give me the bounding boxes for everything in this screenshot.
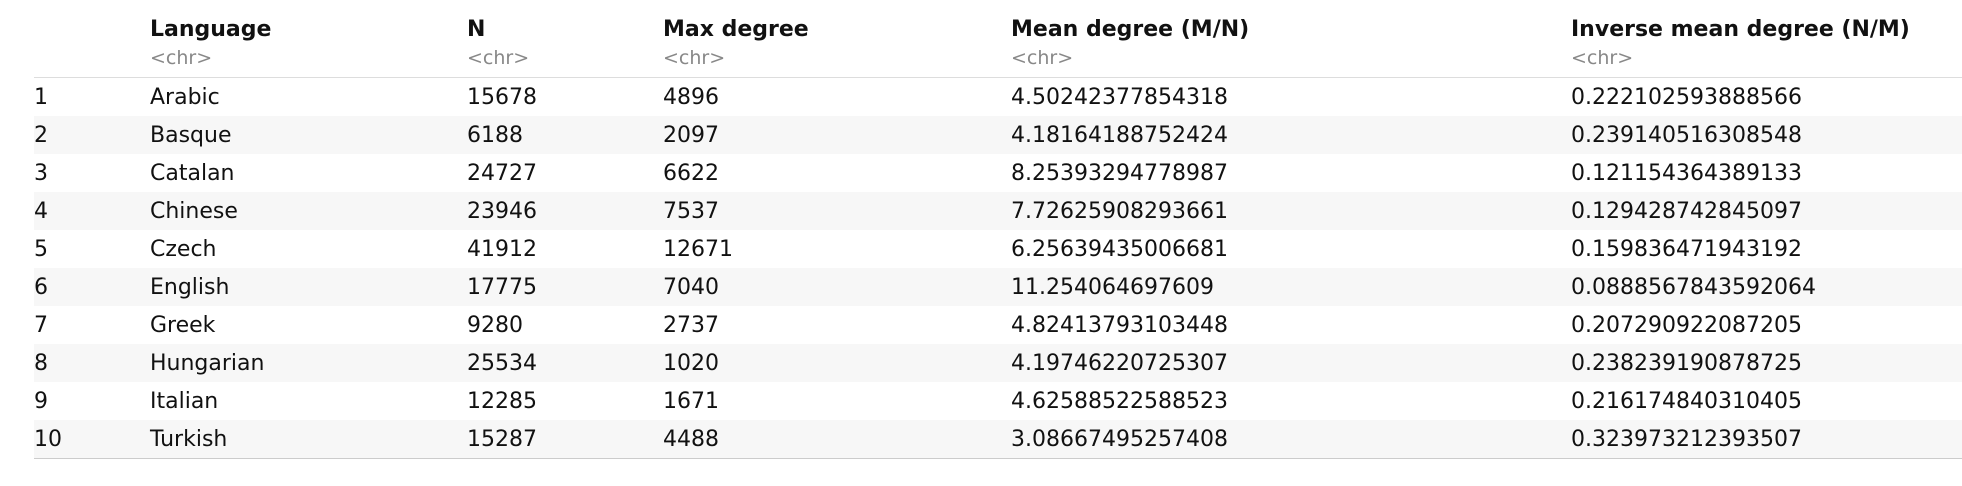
- cell-n: 24727: [467, 160, 537, 186]
- column-header-n[interactable]: N <chr>: [467, 14, 663, 70]
- column-header-language[interactable]: Language <chr>: [150, 14, 467, 70]
- column-type-label: <chr>: [467, 47, 530, 69]
- cell-n: 25534: [467, 350, 537, 376]
- cell-mean-degree: 4.19746220725307: [1011, 350, 1228, 376]
- column-type-label: <chr>: [150, 47, 213, 69]
- table-row: 1 Arabic 15678 4896 4.50242377854318 0.2…: [34, 78, 1962, 116]
- row-index: 8: [34, 350, 48, 376]
- cell-language: Italian: [150, 388, 219, 414]
- cell-inverse-mean-degree: 0.222102593888566: [1571, 84, 1802, 110]
- column-header-inverse-mean-degree[interactable]: Inverse mean degree (N/M) <chr>: [1571, 14, 1962, 70]
- cell-mean-degree: 3.08667495257408: [1011, 426, 1228, 452]
- cell-n: 9280: [467, 312, 523, 338]
- cell-mean-degree: 11.254064697609: [1011, 274, 1214, 300]
- cell-n: 23946: [467, 198, 537, 224]
- row-index: 3: [34, 160, 48, 186]
- table-row: 5 Czech 41912 12671 6.25639435006681 0.1…: [34, 230, 1962, 268]
- column-type-label: <chr>: [1571, 47, 1634, 69]
- cell-language: Catalan: [150, 160, 235, 186]
- cell-n: 41912: [467, 236, 537, 262]
- cell-max-degree: 2097: [663, 122, 719, 148]
- table-row: 3 Catalan 24727 6622 8.25393294778987 0.…: [34, 154, 1962, 192]
- table-row: 9 Italian 12285 1671 4.62588522588523 0.…: [34, 382, 1962, 420]
- table-row: 2 Basque 6188 2097 4.18164188752424 0.23…: [34, 116, 1962, 154]
- cell-mean-degree: 4.50242377854318: [1011, 84, 1228, 110]
- cell-max-degree: 4896: [663, 84, 719, 110]
- table-header-row: Language <chr> N <chr> Max degree <chr> …: [34, 14, 1962, 78]
- cell-inverse-mean-degree: 0.0888567843592064: [1571, 274, 1816, 300]
- cell-mean-degree: 4.18164188752424: [1011, 122, 1228, 148]
- cell-language: Arabic: [150, 84, 220, 110]
- cell-inverse-mean-degree: 0.216174840310405: [1571, 388, 1802, 414]
- cell-inverse-mean-degree: 0.159836471943192: [1571, 236, 1802, 262]
- cell-language: Hungarian: [150, 350, 265, 376]
- cell-language: Czech: [150, 236, 217, 262]
- column-header-max-degree[interactable]: Max degree <chr>: [663, 14, 1011, 70]
- cell-inverse-mean-degree: 0.207290922087205: [1571, 312, 1802, 338]
- column-header-title: Max degree: [663, 17, 809, 42]
- column-header-title: N: [467, 17, 486, 42]
- column-type-label: <chr>: [663, 47, 726, 69]
- cell-max-degree: 2737: [663, 312, 719, 338]
- cell-n: 17775: [467, 274, 537, 300]
- cell-language: Basque: [150, 122, 232, 148]
- cell-n: 15287: [467, 426, 537, 452]
- column-header-title: Language: [150, 17, 272, 42]
- cell-mean-degree: 4.62588522588523: [1011, 388, 1228, 414]
- cell-inverse-mean-degree: 0.129428742845097: [1571, 198, 1802, 224]
- column-header-title: Mean degree (M/N): [1011, 17, 1250, 42]
- cell-max-degree: 7040: [663, 274, 719, 300]
- cell-inverse-mean-degree: 0.239140516308548: [1571, 122, 1802, 148]
- cell-max-degree: 7537: [663, 198, 719, 224]
- table-row: 8 Hungarian 25534 1020 4.19746220725307 …: [34, 344, 1962, 382]
- row-index: 7: [34, 312, 48, 338]
- cell-n: 6188: [467, 122, 523, 148]
- table-row: 7 Greek 9280 2737 4.82413793103448 0.207…: [34, 306, 1962, 344]
- column-header-title: Inverse mean degree (N/M): [1571, 17, 1910, 42]
- cell-inverse-mean-degree: 0.121154364389133: [1571, 160, 1802, 186]
- table-row: 4 Chinese 23946 7537 7.72625908293661 0.…: [34, 192, 1962, 230]
- cell-language: English: [150, 274, 230, 300]
- cell-max-degree: 6622: [663, 160, 719, 186]
- column-header-mean-degree[interactable]: Mean degree (M/N) <chr>: [1011, 14, 1571, 70]
- row-index: 4: [34, 198, 48, 224]
- cell-max-degree: 1020: [663, 350, 719, 376]
- cell-max-degree: 1671: [663, 388, 719, 414]
- cell-mean-degree: 8.25393294778987: [1011, 160, 1228, 186]
- table-row: 10 Turkish 15287 4488 3.08667495257408 0…: [34, 420, 1962, 458]
- row-index: 5: [34, 236, 48, 262]
- table-bottom-border: [34, 458, 1962, 459]
- row-index: 2: [34, 122, 48, 148]
- cell-inverse-mean-degree: 0.238239190878725: [1571, 350, 1802, 376]
- row-index: 9: [34, 388, 48, 414]
- cell-n: 12285: [467, 388, 537, 414]
- row-index: 6: [34, 274, 48, 300]
- cell-inverse-mean-degree: 0.323973212393507: [1571, 426, 1802, 452]
- table-row: 6 English 17775 7040 11.254064697609 0.0…: [34, 268, 1962, 306]
- cell-mean-degree: 6.25639435006681: [1011, 236, 1228, 262]
- cell-max-degree: 4488: [663, 426, 719, 452]
- cell-mean-degree: 7.72625908293661: [1011, 198, 1228, 224]
- cell-n: 15678: [467, 84, 537, 110]
- cell-mean-degree: 4.82413793103448: [1011, 312, 1228, 338]
- cell-language: Greek: [150, 312, 216, 338]
- row-index: 1: [34, 84, 48, 110]
- cell-max-degree: 12671: [663, 236, 733, 262]
- column-type-label: <chr>: [1011, 47, 1074, 69]
- cell-language: Turkish: [150, 426, 228, 452]
- cell-language: Chinese: [150, 198, 238, 224]
- data-table: Language <chr> N <chr> Max degree <chr> …: [34, 14, 1962, 459]
- row-index: 10: [34, 426, 62, 452]
